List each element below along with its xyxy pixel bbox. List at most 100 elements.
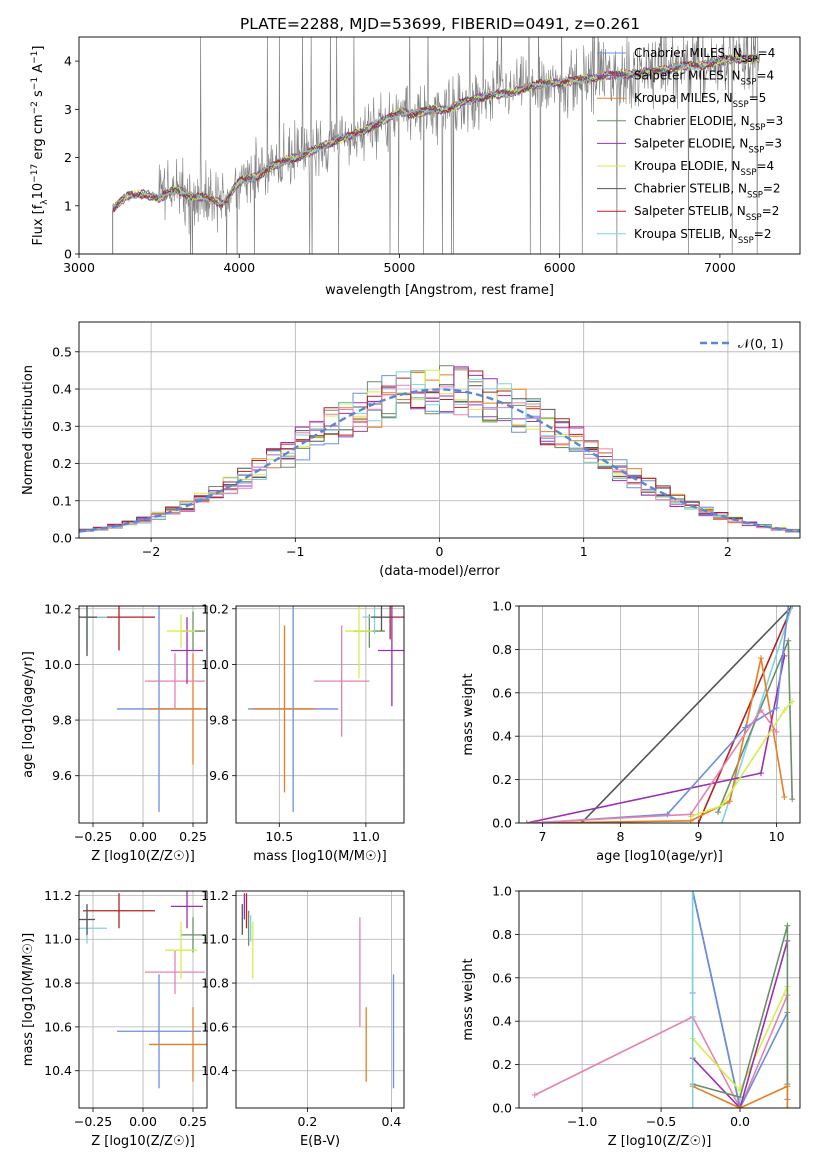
histogram-step [79, 384, 800, 534]
y-axis-label: Normed distribution [21, 365, 36, 495]
y-tick-label: 0.8 [492, 927, 512, 942]
mass-weight-line [526, 655, 786, 823]
legend-label: Salpeter ELODIE, NSSP=3 [634, 136, 782, 155]
y-axis-label: mass weight [461, 673, 476, 755]
y-tick-label: 10.2 [44, 601, 72, 616]
x-tick-label: 0.2 [297, 1114, 317, 1129]
legend-label: Chabrier ELODIE, NSSP=3 [634, 114, 783, 133]
y-tick-label: 10.0 [201, 657, 229, 672]
y-tick-label: 0.0 [52, 531, 72, 546]
y-tick-label: 0.2 [52, 456, 72, 471]
error-bar-point [378, 606, 404, 707]
x-tick-label: 11.0 [352, 829, 380, 844]
mass-weight-marker [789, 698, 796, 705]
legend-label: Kroupa MILES, NSSP=5 [634, 91, 766, 110]
model-fit-line [112, 53, 760, 209]
x-axis-label: E(B-V) [300, 1134, 340, 1149]
y-tick-label: 1.0 [492, 599, 512, 614]
y-tick-label: 9.6 [209, 768, 229, 783]
x-tick-label: 7 [538, 829, 546, 844]
mass_weight_vs_age-lines [523, 606, 796, 823]
mass-weight-marker [757, 707, 764, 714]
x-axis-label: (data-model)/error [379, 564, 500, 579]
x-axis-label: mass [log10(M/M☉)] [253, 849, 386, 864]
age_vs_Z-axes: −0.25 0.00 0.25 9.6 9.8 10.0 10.2 Z [log10(Z/Z☉… [21, 601, 207, 864]
mass-weight-line [690, 700, 793, 818]
spectrum-axes: 3000 4000 5000 6000 7000 0 1 2 3 4 wavelength [Ang… [30, 46, 736, 299]
y-tick-label: 0.3 [52, 419, 72, 434]
mass-weight-marker [785, 637, 792, 644]
y-tick-label: 10.8 [201, 976, 229, 991]
y-tick-label: 11.0 [44, 932, 72, 947]
y-axis-label: age [log10(age/yr)] [21, 651, 36, 778]
x-tick-label: −0.5 [646, 1114, 676, 1129]
mass-weight-line [580, 606, 793, 823]
y-tick-label: 4 [64, 54, 72, 69]
model-fit-line [112, 53, 760, 208]
error-bar-point [313, 625, 370, 737]
mass-weight-line [697, 606, 793, 823]
error-bar-point [145, 950, 205, 995]
mass-weight-marker [784, 922, 791, 929]
mass-weight-line [692, 940, 789, 1108]
mass_vs_Z-axes: −0.25 0.00 0.25 10.4 10.6 10.8 11.0 11.2 Z [log1… [21, 888, 207, 1149]
legend-label: 𝒩(0, 1) [738, 336, 784, 351]
x-tick-label: 1 [580, 544, 588, 559]
y-tick-label: 0.0 [492, 816, 512, 831]
x-tick-label: 10.5 [265, 829, 293, 844]
y-tick-label: 0.4 [492, 1014, 512, 1029]
y-tick-label: 0.2 [492, 772, 512, 787]
y-tick-label: 2 [64, 150, 72, 165]
age_vs_Z-points [79, 606, 207, 812]
y-tick-label: 11.2 [201, 888, 229, 903]
error-bar-point [79, 606, 97, 657]
legend-label: Kroupa STELIB, NSSP=2 [634, 227, 772, 246]
y-axis-label: Flux [fλ10−17 erg cm−2 s−1 A−1] [30, 46, 50, 246]
mass-weight-marker [737, 1094, 744, 1101]
y-tick-label: 10.6 [201, 1019, 229, 1034]
axes-frame [78, 321, 801, 539]
error-bar-point [165, 921, 197, 979]
x-tick-label: 0 [436, 544, 444, 559]
mass-weight-marker [523, 820, 530, 823]
mass_weight_vs_Z-axes: −1.0 −0.5 0.0 0.0 0.2 0.4 0.6 0.8 1.0 Z [log10(Z/… [461, 884, 800, 1149]
x-tick-label: 8 [616, 829, 624, 844]
error-bar-point [171, 617, 203, 684]
error-bar-point [83, 893, 155, 929]
x-tick-label: −2 [142, 544, 160, 559]
y-tick-label: 0.8 [492, 642, 512, 657]
y-tick-label: 3 [64, 102, 72, 117]
y-tick-label: 10.2 [201, 601, 229, 616]
y-tick-label: 0.1 [52, 493, 72, 508]
y-tick-label: 10.8 [44, 976, 72, 991]
x-tick-label: −1.0 [567, 1114, 597, 1129]
mass-weight-marker [789, 606, 796, 609]
x-tick-label: −1 [286, 544, 304, 559]
x-axis-label: Z [log10(Z/Z☉)] [91, 849, 195, 864]
x-tick-label: 0.25 [179, 829, 207, 844]
y-tick-label: 9.8 [52, 713, 72, 728]
model-fit-line [112, 53, 761, 212]
mass-weight-marker [784, 1083, 791, 1090]
y-tick-label: 10.4 [44, 1063, 72, 1078]
mass-weight-line [692, 925, 789, 1099]
y-tick-label: 0.0 [492, 1101, 512, 1116]
mass-weight-marker [726, 798, 733, 805]
mass-weight-marker [789, 796, 796, 803]
mass-weight-marker [773, 704, 780, 711]
y-tick-label: 0.6 [492, 970, 512, 985]
error-bar-point [181, 917, 205, 953]
x-tick-label: 0.4 [381, 1114, 401, 1129]
y-axis-label: mass [log10(M/M☉)] [21, 933, 36, 1066]
age_vs_mass-points [248, 606, 404, 812]
x-tick-label: −0.25 [74, 829, 112, 844]
y-tick-label: 10.0 [44, 657, 72, 672]
mass-weight-marker [578, 820, 585, 823]
mass-weight-marker [784, 1105, 791, 1108]
legend-label: Kroupa ELODIE, NSSP=4 [634, 159, 774, 178]
age_vs_mass-axes: 10.5 11.0 9.6 9.8 10.0 10.2 mass [log10(M/M☉)] [201, 601, 404, 864]
mass-weight-marker [695, 820, 702, 823]
y-tick-label: 0.4 [52, 382, 72, 397]
residuals-axes: −2 −1 0 1 2 0.0 0.1 0.2 0.3 0.4 0.5 (data-model)/er… [21, 322, 800, 579]
